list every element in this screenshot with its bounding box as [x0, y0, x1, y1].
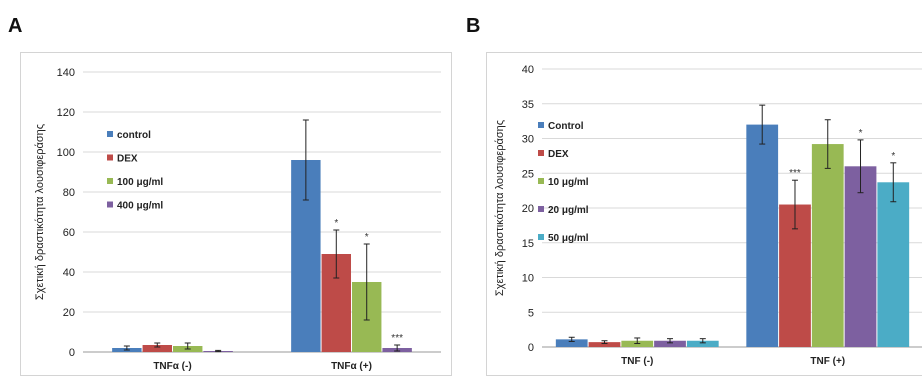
chart-b-bar — [588, 342, 621, 347]
chart-b-legend-swatch — [538, 150, 544, 156]
chart-b-legend-swatch — [538, 234, 544, 240]
panel-label-a: A — [8, 15, 23, 37]
chart-b-y-tick-label: 10 — [522, 273, 534, 285]
chart-b-legend-label: Control — [548, 121, 584, 132]
chart-a-legend-swatch — [107, 154, 113, 161]
chart-b-legend-swatch — [538, 178, 544, 184]
chart-b-significance-label: *** — [789, 168, 801, 179]
chart-a-legend-swatch — [107, 131, 113, 137]
chart-b-x-tick-label: TNF (-) — [621, 356, 653, 367]
chart-b-y-tick-label: 30 — [522, 134, 534, 146]
chart-b-bar — [844, 166, 877, 347]
chart-b-legend-label: DEX — [548, 149, 569, 160]
chart-b-y-axis-label: Σχετική δραστικότητα λουσιφεράσης — [494, 120, 506, 296]
chart-b-significance-label: * — [859, 128, 863, 139]
chart-a-significance-label: * — [334, 218, 338, 229]
chart-b-y-tick-label: 35 — [522, 99, 534, 111]
chart-b-y-tick-label: 5 — [528, 307, 534, 319]
chart-a-y-tick-label: 20 — [63, 307, 75, 319]
chart-b-legend-label: 10 μg/ml — [548, 177, 589, 188]
chart-a-legend-label: control — [117, 130, 151, 141]
chart-a-y-tick-label: 40 — [63, 267, 75, 279]
chart-a-y-tick-label: 100 — [57, 147, 75, 159]
chart-b-y-tick-label: 0 — [528, 342, 534, 354]
chart-b-legend-swatch — [538, 122, 544, 128]
chart-a-frame: 0 20 40 60 80 100 120 140 Σχετική δραστικότητα λ… — [20, 52, 452, 376]
chart-b-legend-swatch — [538, 206, 544, 212]
chart-a-y-axis-label: Σχετική δραστικότητα λουσιφεράσης — [34, 124, 46, 300]
chart-a-y-tick-label: 140 — [57, 67, 75, 79]
chart-b-bar — [877, 182, 910, 347]
chart-b-bar — [654, 340, 686, 347]
chart-b-bar — [686, 340, 719, 347]
chart-a-bar — [142, 345, 172, 352]
chart-b-y-tick-label: 15 — [522, 238, 534, 250]
chart-a-x-tick-label: TNFα (+) — [331, 361, 372, 372]
chart-a-y-tick-label: 80 — [63, 187, 75, 199]
panel-label-b: B — [466, 15, 481, 37]
chart-b-frame: 0 5 10 15 20 25 30 35 40 Σχετική δραστικότητα λου… — [486, 52, 922, 376]
chart-a-legend-label: 400 μg/ml — [117, 201, 163, 212]
chart-a-x-tick-label: TNFα (-) — [153, 361, 191, 372]
chart-a-y-tick-label: 0 — [69, 347, 75, 359]
chart-b-legend-label: 50 μg/ml — [548, 233, 589, 244]
chart-b: 0 5 10 15 20 25 30 35 40 Σχετική δραστικότητα λου… — [494, 64, 922, 367]
chart-a-legend-swatch — [107, 201, 113, 208]
chart-a-legend-label: DEX — [117, 154, 138, 165]
chart-b-bar — [555, 339, 588, 347]
chart-b-bar — [746, 124, 779, 347]
chart-a-y-tick-label: 60 — [63, 227, 75, 239]
chart-b-y-tick-label: 20 — [522, 203, 534, 215]
chart-b-y-tick-label: 25 — [522, 168, 534, 180]
chart-b-x-tick-label: TNF (+) — [810, 356, 845, 367]
chart-b-significance-label: * — [891, 151, 895, 162]
chart-b-legend-label: 20 μg/ml — [548, 205, 589, 216]
chart-a-y-tick-label: 120 — [57, 107, 75, 119]
chart-a-significance-label: *** — [391, 333, 403, 344]
chart-a-legend-label: 100 μg/ml — [117, 177, 163, 188]
chart-a-legend-swatch — [107, 178, 113, 184]
chart-b-bar — [811, 144, 844, 347]
chart-a: 0 20 40 60 80 100 120 140 Σχετική δραστικότητα λ… — [34, 67, 441, 372]
chart-b-y-tick-label: 40 — [522, 64, 534, 76]
chart-a-significance-label: * — [365, 232, 369, 243]
